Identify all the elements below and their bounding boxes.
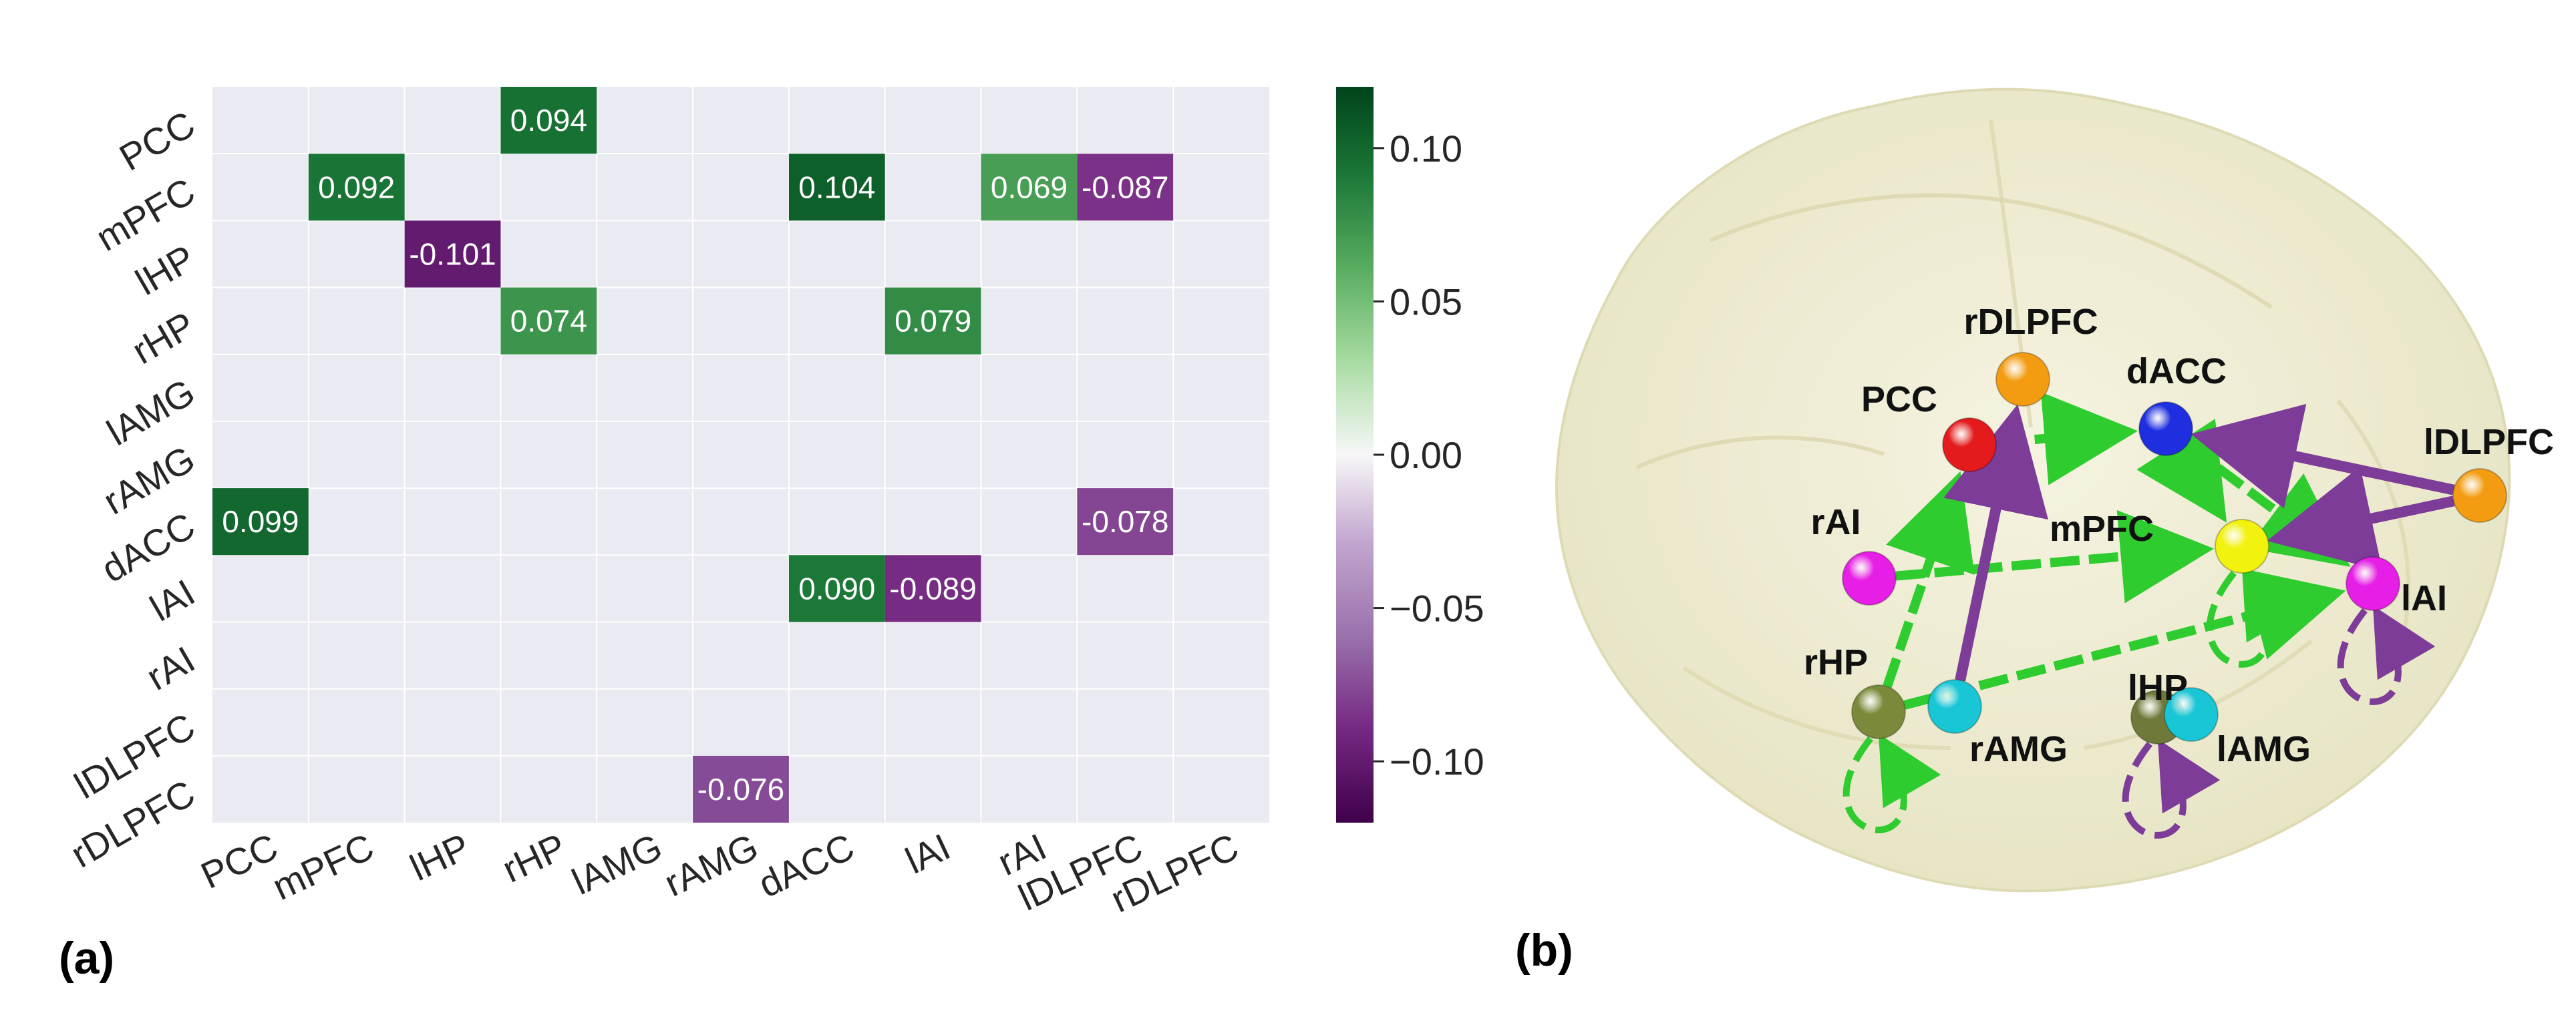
heatmap-cell bbox=[308, 154, 405, 221]
heatmap-row-tick: lHP bbox=[128, 236, 202, 303]
heatmap-cell bbox=[404, 220, 501, 288]
network-node-label: rAI bbox=[1810, 502, 1861, 542]
heatmap-row-tick: dACC bbox=[94, 504, 202, 590]
heatmap-cell-label: -0.078 bbox=[1082, 504, 1168, 539]
heatmap-column-tick: lAMG bbox=[566, 825, 669, 903]
network-node-label: mPFC bbox=[2050, 509, 2154, 549]
brain-silhouette bbox=[1555, 87, 2511, 893]
network-node-label: PCC bbox=[1861, 379, 1937, 419]
network-edge bbox=[2267, 466, 2455, 571]
network-node-rAMG bbox=[1927, 679, 1982, 734]
heatmap-column-tick: PCC bbox=[194, 825, 284, 897]
network-self-loop bbox=[2206, 568, 2305, 668]
network-node-lDLPFC bbox=[2452, 468, 2507, 523]
colorbar-tick-label: −0.05 bbox=[1390, 588, 1484, 630]
network-edges bbox=[1842, 392, 2455, 839]
network-labels: rDLPFC PCC dACC lDLPFC rAI mPFC lAI rHP rAMG lHP l… bbox=[1804, 302, 2554, 769]
heatmap-cell-label: 0.104 bbox=[798, 170, 875, 204]
heatmap-column-tick: lAI bbox=[899, 825, 957, 882]
colorbar-tick-label: 0.10 bbox=[1390, 128, 1462, 170]
heatmap-row-tick: PCC bbox=[112, 103, 202, 179]
heatmap-row-tick: lAMG bbox=[100, 371, 202, 454]
heatmap-row-tick: lAI bbox=[143, 571, 202, 629]
network-node-label: dACC bbox=[2126, 351, 2227, 391]
heatmap-cell-label: 0.094 bbox=[510, 103, 587, 138]
colorbar: 0.10 0.05 0.00 −0.05 −0.10 bbox=[1336, 87, 1484, 823]
heatmap-cell bbox=[693, 755, 789, 823]
heatmap-column-tick: lHP bbox=[404, 825, 476, 889]
network-node-label: rHP bbox=[1804, 642, 1868, 682]
heatmap-cell-label: 0.074 bbox=[510, 304, 587, 339]
heatmap-column-tick: dACC bbox=[752, 825, 860, 905]
network-edge bbox=[1895, 509, 2215, 604]
heatmap-panel: 0.094 0.092 0.104 0.069 -0.087 -0.101 0.074 0.0… bbox=[63, 87, 1269, 920]
network-node-rAI bbox=[1842, 551, 1897, 606]
colorbar-tick-label: 0.00 bbox=[1390, 434, 1462, 476]
network-nodes bbox=[1842, 352, 2507, 745]
network-node-dACC bbox=[2138, 401, 2193, 456]
heatmap-cell-label: -0.089 bbox=[889, 571, 976, 606]
heatmap-row-tick: rAI bbox=[140, 638, 202, 698]
network-node-mPFC bbox=[2215, 519, 2269, 574]
network-edge bbox=[1883, 471, 1975, 688]
heatmap-row-tick: rAMG bbox=[96, 437, 202, 523]
heatmap-cells: 0.094 0.092 0.104 0.069 -0.087 -0.101 0.074 0.0… bbox=[212, 87, 1174, 823]
colorbar-tick-label: 0.05 bbox=[1390, 280, 1462, 323]
heatmap-cell bbox=[1077, 488, 1174, 556]
heatmap-cell bbox=[1077, 154, 1174, 221]
panel-label-a: (a) bbox=[59, 933, 114, 984]
network-edge bbox=[2191, 403, 2455, 509]
network-node-PCC bbox=[1942, 417, 1997, 472]
network-node-rHP bbox=[1851, 684, 1906, 739]
heatmap-cell bbox=[500, 87, 597, 154]
brain-network-panel: rDLPFC PCC dACC lDLPFC rAI mPFC lAI rHP rAMG lHP l… bbox=[1555, 87, 2554, 893]
heatmap-cell bbox=[884, 287, 981, 355]
network-node-label: lHP bbox=[2128, 668, 2188, 708]
heatmap-cell bbox=[500, 287, 597, 355]
heatmap-cell bbox=[981, 154, 1078, 221]
network-node-rDLPFC bbox=[1995, 352, 2050, 407]
heatmap-row-tick: rHP bbox=[125, 303, 202, 372]
network-node-label: lAMG bbox=[2217, 729, 2311, 769]
heatmap-cell bbox=[884, 555, 981, 622]
heatmap-column-tick: rAMG bbox=[658, 825, 764, 905]
network-node-label: lDLPFC bbox=[2424, 422, 2554, 462]
network-self-loop bbox=[1842, 733, 1941, 833]
heatmap-cell-label: -0.101 bbox=[409, 236, 496, 271]
heatmap-cell-label: 0.099 bbox=[222, 504, 299, 539]
network-node-lAMG bbox=[2164, 687, 2219, 742]
network-self-loop bbox=[2122, 739, 2221, 839]
network-node-label: rAMG bbox=[1969, 729, 2068, 769]
colorbar-tick-label: −0.10 bbox=[1390, 741, 1484, 783]
heatmap-column-tick: rHP bbox=[496, 825, 572, 891]
heatmap-cell-label: 0.079 bbox=[895, 304, 971, 339]
heatmap-cell-label: 0.069 bbox=[991, 170, 1068, 204]
network-node-lAI bbox=[2346, 556, 2400, 611]
heatmap-cell bbox=[212, 488, 309, 556]
heatmap-column-tick: mPFC bbox=[266, 825, 379, 908]
panel-label-b: (b) bbox=[1515, 925, 1573, 976]
heatmap-cell-label: -0.087 bbox=[1082, 170, 1168, 204]
network-self-loop bbox=[2337, 605, 2436, 705]
network-edge bbox=[1943, 404, 2048, 682]
heatmap-row-ticks: PCCmPFClHPrHPlAMGrAMGdACClAIrAIlDLPFCrDL… bbox=[63, 103, 202, 875]
heatmap-cell bbox=[788, 555, 885, 622]
network-node-label: rDLPFC bbox=[1964, 302, 2098, 342]
heatmap-cell-label: 0.092 bbox=[318, 170, 395, 204]
network-node-label: lAI bbox=[2401, 578, 2447, 618]
heatmap-cell-label: -0.076 bbox=[697, 772, 784, 807]
heatmap-cell-label: 0.090 bbox=[798, 571, 875, 606]
colorbar-bar bbox=[1336, 87, 1374, 823]
heatmap-cell bbox=[788, 154, 885, 221]
colorbar-ticks: 0.10 0.05 0.00 −0.05 −0.10 bbox=[1374, 128, 1484, 783]
